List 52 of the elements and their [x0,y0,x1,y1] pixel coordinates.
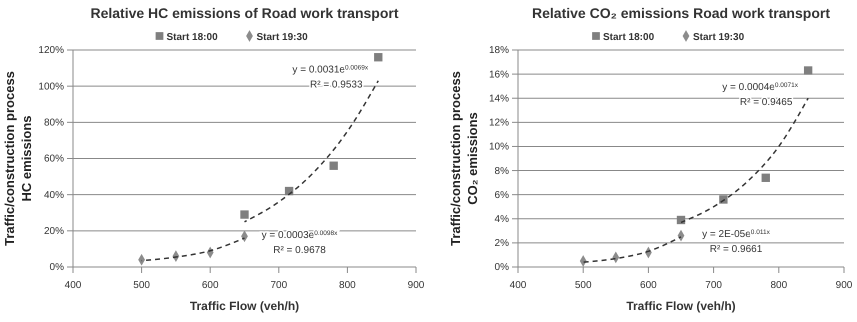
x-tick-label: 800 [339,280,356,291]
y-tick-label: 120% [38,45,64,56]
x-tick-label: 700 [705,280,722,291]
y-axis-title: Traffic/construction process CO₂ emissions [448,71,480,246]
annotation: R² = 0.9661 [710,244,763,255]
x-axis-title: Traffic Flow (veh/h) [190,299,300,313]
y-tick-label: 8% [494,166,510,177]
x-tick-label: 400 [510,280,527,291]
y-tick-label: 6% [494,190,510,201]
x-tick-label: 900 [408,280,425,291]
annotation: y = 0.0003e$^{0.0098x}$ [262,230,338,242]
annotation: R² = 0.9678 [273,245,326,256]
legend-label: Start 18:00 [166,32,218,43]
point [329,162,338,170]
y-axis-title: Traffic/construction process HC emissions [2,71,34,246]
x-tick-label: 500 [574,280,592,291]
point [762,174,770,182]
x-tick-label: 900 [836,280,853,291]
y-tick-label: 60% [44,154,64,165]
y-tick-label: 4% [494,214,510,225]
y-tick-label: 0% [494,262,510,274]
annotation: y = 0.0031e$^{0.0069x}$ [292,64,369,76]
legend-label: Start 18:00 [603,32,655,43]
y-tick-label: 0% [50,262,64,274]
point [374,53,382,62]
legend-label: Start 19:30 [256,32,308,43]
line-series [244,80,380,223]
x-tick-label: 400 [64,280,82,291]
y-tick-label: 16% [488,69,510,80]
annotation: y = 0.0004e$^{0.0071x}$ [722,82,799,94]
y-tick-label: 10% [488,142,510,153]
x-tick-label: 700 [270,280,288,291]
y-tick-label: 100% [38,81,64,92]
y-tick-label: 40% [44,190,64,201]
point [804,66,812,75]
chart-title: Relative CO₂ emissions Road work transport [532,5,830,21]
chart-title: Relative HC emissions of Road work transport [90,5,399,21]
y-tick-label: 12% [488,118,510,129]
point [240,210,249,219]
x-axis-title: Traffic Flow (veh/h) [626,299,736,313]
x-tick-label: 600 [202,280,219,291]
y-tick-label: 80% [44,118,64,129]
x-tick-label: 800 [770,280,788,291]
x-tick-label: 600 [640,280,658,291]
y-tick-label: 14% [488,93,510,104]
y-tick-label: 2% [494,238,510,250]
legend-label: Start 19:30 [693,32,745,43]
y-tick-label: 18% [488,45,510,56]
y-tick-label: 20% [44,226,64,238]
annotation: R² = 0.9465 [740,97,793,108]
x-tick-label: 500 [133,280,150,291]
annotation: y = 2E-05e$^{0.011x}$ [702,228,771,240]
